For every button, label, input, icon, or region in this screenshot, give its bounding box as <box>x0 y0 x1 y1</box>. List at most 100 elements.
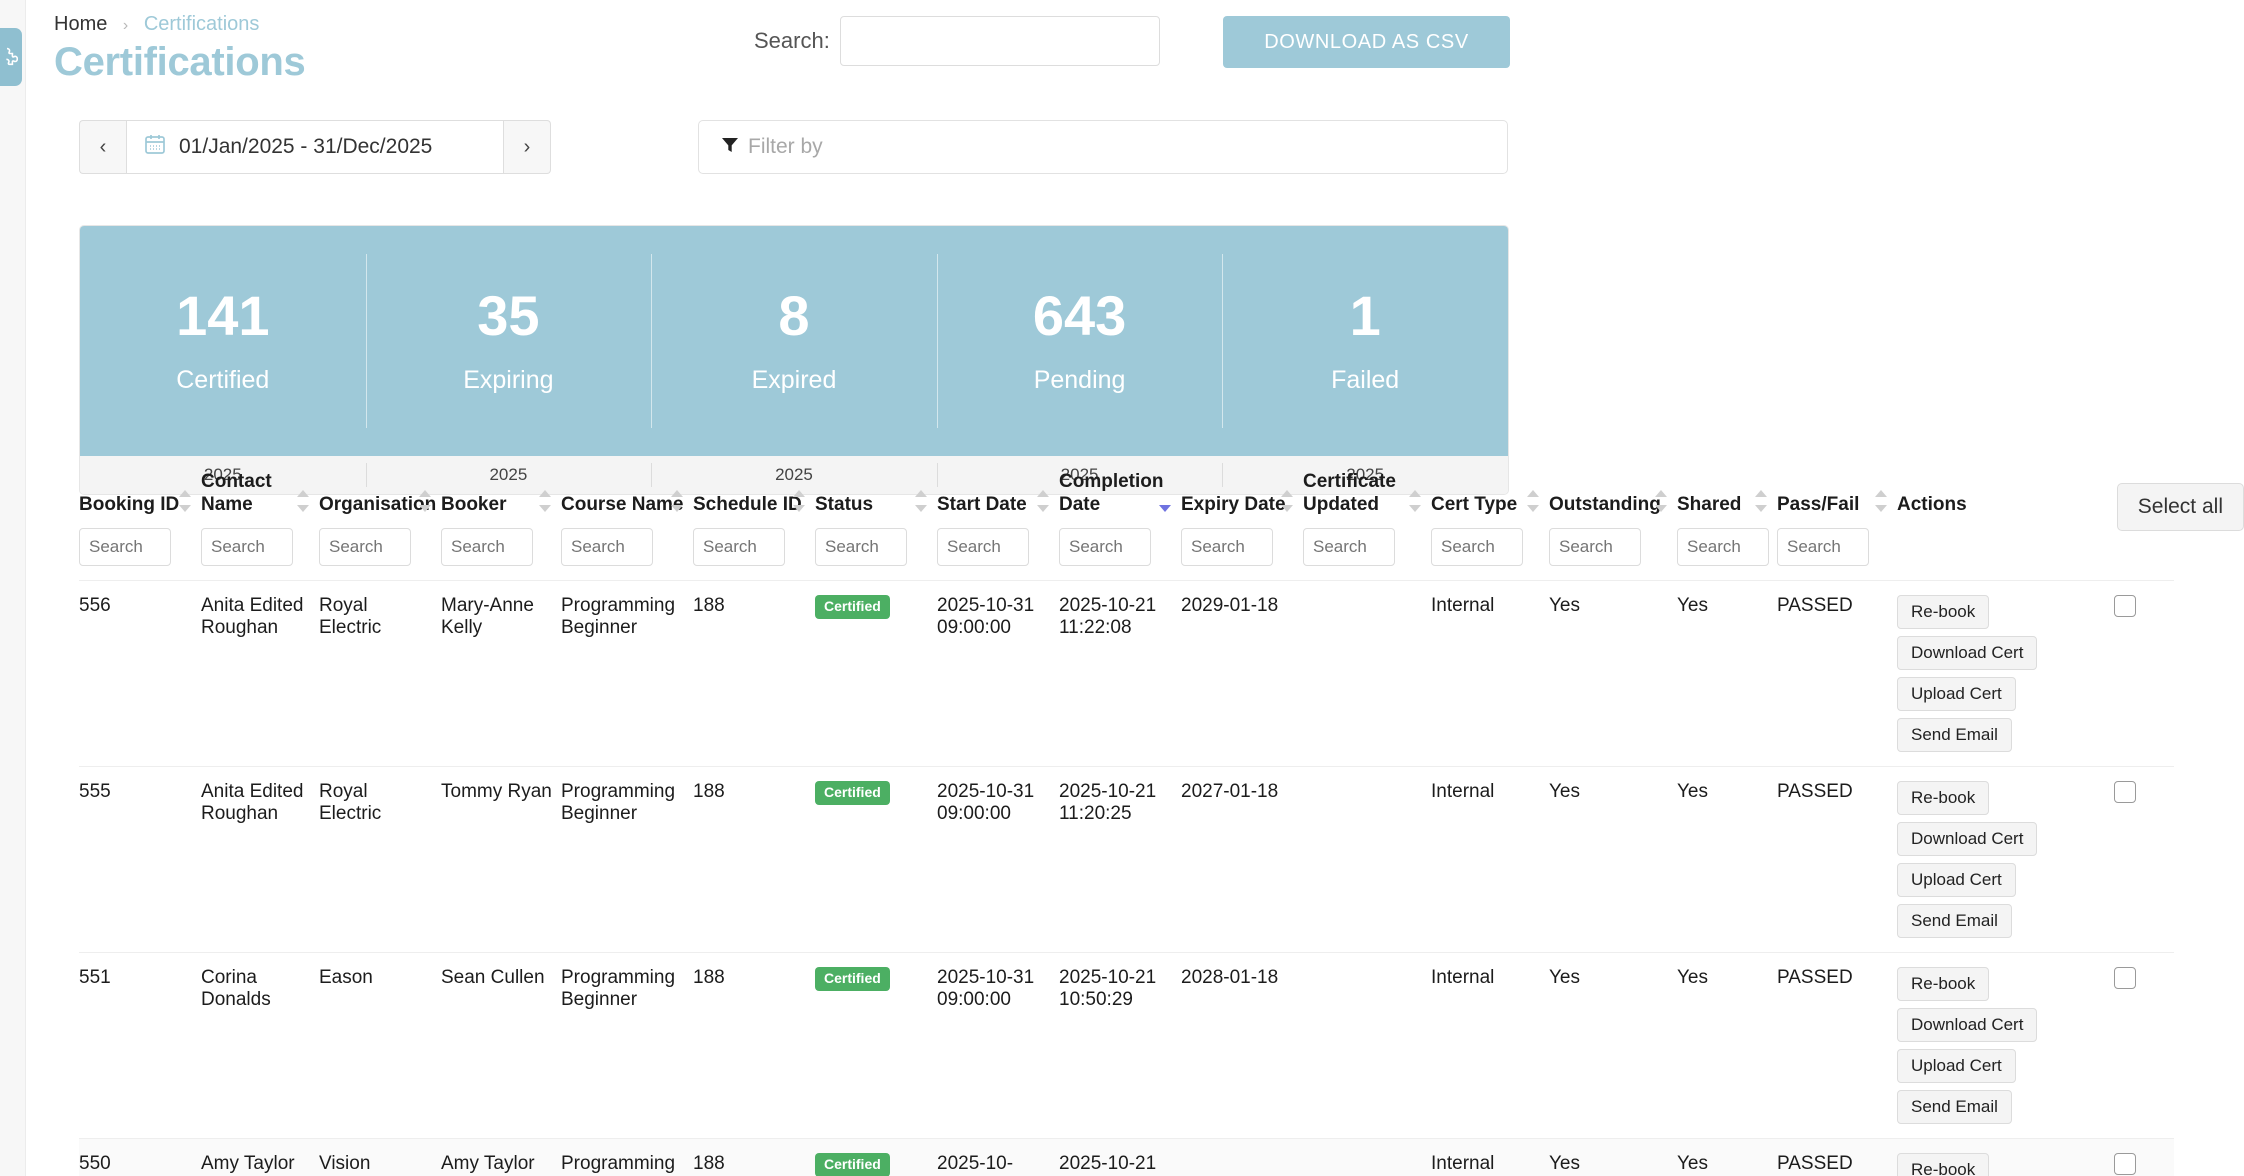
cell-course-name: Programming <box>561 1138 693 1176</box>
column-filter-completion-date[interactable] <box>1059 528 1151 567</box>
action-button[interactable]: Upload Cert <box>1897 863 2016 898</box>
row-checkbox[interactable] <box>2114 781 2136 804</box>
row-checkbox[interactable] <box>2114 967 2136 990</box>
sort-arrows-icon[interactable] <box>1409 490 1421 513</box>
sort-arrows-icon[interactable] <box>1281 490 1293 513</box>
action-button[interactable]: Download Cert <box>1897 636 2038 671</box>
date-range-field[interactable]: 01/Jan/2025 - 31/Dec/2025 <box>126 120 504 174</box>
column-filter-contact-name[interactable] <box>201 528 293 567</box>
stat-card-pending[interactable]: 643 Pending <box>936 226 1223 456</box>
sort-arrows-icon[interactable] <box>419 490 431 513</box>
column-header-actions: Actions <box>1897 470 2114 526</box>
stat-value: 35 <box>477 283 540 347</box>
download-csv-button[interactable]: DOWNLOAD AS CSV <box>1223 16 1510 68</box>
column-filter-status[interactable] <box>815 528 907 567</box>
sidebar-toggle-tab[interactable] <box>0 28 22 86</box>
cell-schedule-id: 188 <box>693 1138 815 1176</box>
column-header-status[interactable]: Status <box>815 470 937 526</box>
stat-label: Failed <box>1331 365 1400 394</box>
column-header-course-name[interactable]: Course Name <box>561 470 693 526</box>
breadcrumb-home[interactable]: Home <box>54 13 108 35</box>
stat-card-expired[interactable]: 8 Expired <box>651 226 937 456</box>
column-header-select <box>2114 470 2174 526</box>
cell-shared: Yes <box>1677 766 1777 953</box>
column-header-completion-date[interactable]: Completion Date <box>1059 470 1181 526</box>
column-header-certificate-updated[interactable]: Certificate Updated <box>1303 470 1431 526</box>
column-filter-booker[interactable] <box>441 528 533 567</box>
breadcrumb-current[interactable]: Certifications <box>143 13 260 35</box>
column-header-label: Cert Type <box>1431 494 1518 516</box>
sort-arrows-icon[interactable] <box>793 490 805 513</box>
certifications-table-zone: Select all Booking ID Contact Name Organis… <box>79 470 2244 1176</box>
sort-arrows-icon[interactable] <box>1875 490 1887 513</box>
column-filter-certificate-updated[interactable] <box>1303 528 1395 567</box>
action-button[interactable]: Upload Cert <box>1897 1049 2016 1084</box>
stat-card-failed[interactable]: 1 Failed <box>1222 226 1508 456</box>
stat-label: Certified <box>176 365 270 394</box>
column-header-shared[interactable]: Shared <box>1677 470 1777 526</box>
select-all-button[interactable]: Select all <box>2116 483 2244 531</box>
column-header-pass-fail[interactable]: Pass/Fail <box>1777 470 1897 526</box>
action-button[interactable]: Re-book <box>1897 781 1990 816</box>
row-checkbox[interactable] <box>2114 595 2136 618</box>
table-row: 555 Anita Edited Roughan Royal Electric Tom… <box>79 766 2174 953</box>
filter-by-input[interactable]: Filter by <box>698 120 1508 174</box>
column-header-outstanding[interactable]: Outstanding <box>1549 470 1677 526</box>
cell-row-select <box>2114 766 2174 953</box>
stat-card-expiring[interactable]: 35 Expiring <box>365 226 652 456</box>
column-header-booking-id[interactable]: Booking ID <box>79 470 201 526</box>
column-header-schedule-id[interactable]: Schedule ID <box>693 470 815 526</box>
column-filter-outstanding[interactable] <box>1549 528 1641 567</box>
action-button[interactable]: Re-book <box>1897 1153 1990 1176</box>
stat-card-certified[interactable]: 141 Certified <box>80 226 366 456</box>
sort-arrows-icon[interactable] <box>539 490 551 513</box>
column-header-contact-name[interactable]: Contact Name <box>201 470 319 526</box>
previous-period-button[interactable]: ‹ <box>79 120 126 174</box>
column-filter-schedule-id[interactable] <box>693 528 785 567</box>
sort-arrows-icon[interactable] <box>1037 490 1049 513</box>
column-filter-booking-id[interactable] <box>79 528 171 567</box>
cell-row-select <box>2114 952 2174 1139</box>
column-header-expiry-date[interactable]: Expiry Date <box>1181 470 1303 526</box>
column-filter-organisation[interactable] <box>319 528 411 567</box>
column-header-cert-type[interactable]: Cert Type <box>1431 470 1549 526</box>
search-label: Search: <box>754 28 830 53</box>
action-button[interactable]: Download Cert <box>1897 1008 2038 1043</box>
stat-year: 2025 <box>365 456 652 494</box>
column-header-booker[interactable]: Booker <box>441 470 561 526</box>
column-filter-expiry-date[interactable] <box>1181 528 1273 567</box>
sort-arrows-icon[interactable] <box>671 490 683 513</box>
sort-arrows-icon[interactable] <box>915 490 927 513</box>
funnel-icon <box>721 136 739 159</box>
column-filter-pass-fail[interactable] <box>1777 528 1869 567</box>
sort-arrows-icon[interactable] <box>1755 490 1767 513</box>
action-button[interactable]: Re-book <box>1897 595 1990 630</box>
column-filter-start-date[interactable] <box>937 528 1029 567</box>
cell-certificate-updated <box>1303 952 1431 1139</box>
action-button[interactable]: Upload Cert <box>1897 677 2016 712</box>
cell-organisation: Eason <box>319 952 441 1139</box>
column-header-label: Booking ID <box>79 494 180 516</box>
action-button[interactable]: Send Email <box>1897 904 2012 939</box>
action-button[interactable]: Re-book <box>1897 967 1990 1002</box>
next-period-button[interactable]: › <box>504 120 551 174</box>
search-input[interactable] <box>839 16 1160 66</box>
sort-arrows-icon[interactable] <box>1527 490 1539 513</box>
row-checkbox[interactable] <box>2114 1153 2136 1176</box>
action-button[interactable]: Send Email <box>1897 1090 2012 1125</box>
column-filter-shared[interactable] <box>1677 528 1769 567</box>
action-button[interactable]: Download Cert <box>1897 822 2038 857</box>
column-header-organisation[interactable]: Organisation <box>319 470 441 526</box>
cell-completion-date: 2025-10-21 11:20:25 <box>1059 766 1181 953</box>
cell-row-select <box>2114 580 2174 767</box>
cell-booker: Amy Taylor <box>441 1138 561 1176</box>
column-header-start-date[interactable]: Start Date <box>937 470 1059 526</box>
sort-arrows-icon[interactable] <box>1655 490 1667 513</box>
sort-arrows-icon[interactable] <box>179 490 191 513</box>
sort-arrows-icon[interactable] <box>297 490 309 513</box>
column-filter-course-name[interactable] <box>561 528 653 567</box>
column-filter-cert-type[interactable] <box>1431 528 1523 567</box>
action-button[interactable]: Send Email <box>1897 718 2012 753</box>
sort-arrows-icon[interactable] <box>1159 490 1171 513</box>
stat-value: 643 <box>1032 283 1127 347</box>
